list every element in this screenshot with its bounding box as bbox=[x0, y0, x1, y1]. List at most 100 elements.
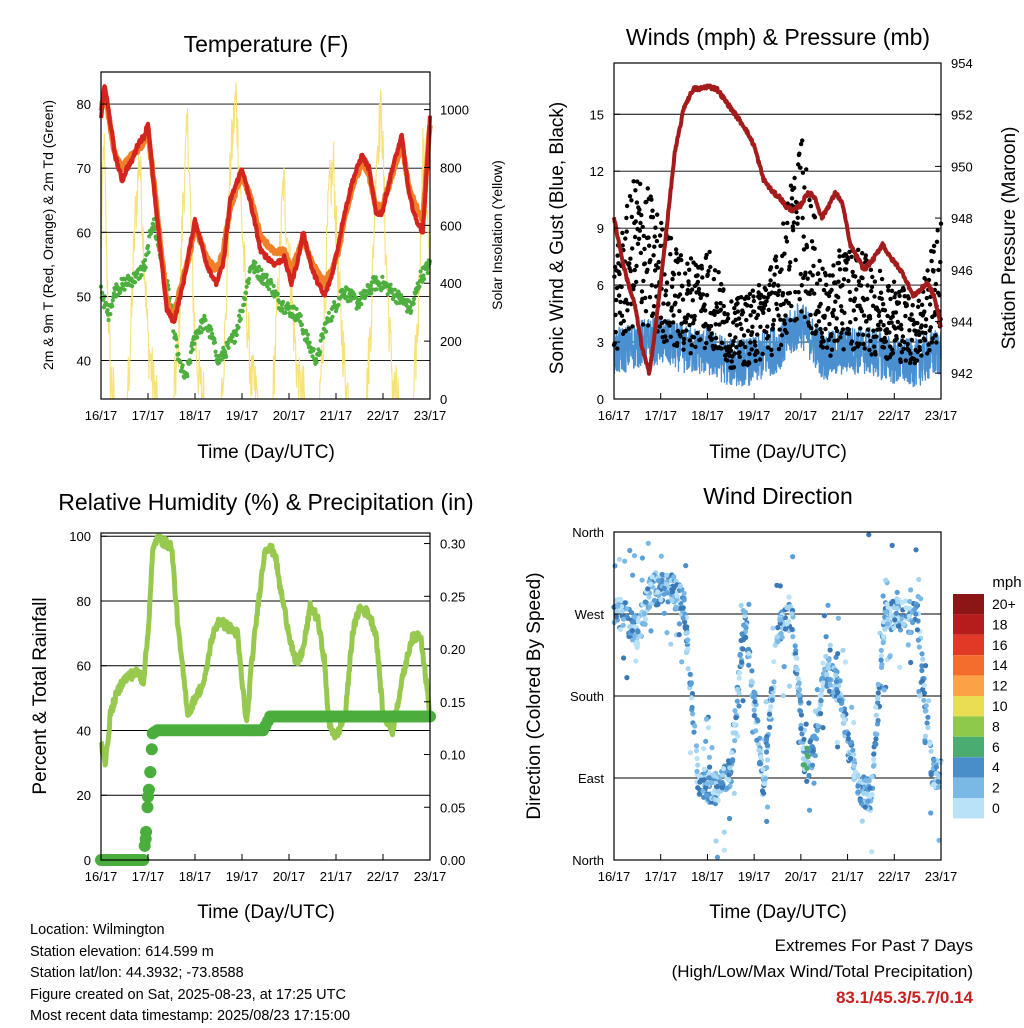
gust-point bbox=[736, 316, 742, 321]
legend-label: 18 bbox=[992, 616, 1008, 632]
wind-direction-point bbox=[612, 563, 618, 569]
gust-point bbox=[908, 351, 913, 356]
y-tick-label: 6 bbox=[597, 278, 604, 293]
gust-point bbox=[784, 239, 790, 244]
wind-direction-point bbox=[661, 610, 667, 616]
wind-direction-point bbox=[658, 553, 664, 559]
gust-point bbox=[802, 314, 807, 320]
dewpoint-point bbox=[229, 338, 234, 343]
wind-direction-point bbox=[794, 667, 800, 673]
wind-direction-point bbox=[664, 572, 670, 578]
wind-direction-point bbox=[685, 666, 691, 672]
dewpoint-point bbox=[188, 360, 193, 365]
gust-point bbox=[791, 220, 797, 225]
legend-label: 0 bbox=[992, 800, 1000, 816]
wind-direction-point bbox=[800, 762, 806, 768]
wind-direction-point bbox=[885, 621, 891, 627]
gust-point bbox=[618, 321, 624, 326]
gust-point bbox=[686, 282, 691, 287]
gust-point bbox=[781, 318, 787, 323]
wind-direction-point bbox=[775, 638, 781, 644]
dewpoint-point bbox=[108, 312, 113, 317]
wind-direction-point bbox=[726, 777, 732, 783]
gust-point bbox=[846, 331, 852, 336]
gust-point bbox=[922, 309, 927, 314]
dewpoint-point bbox=[111, 291, 116, 296]
wind-direction-point bbox=[906, 613, 912, 619]
wind-direction-point bbox=[875, 695, 881, 702]
speed-legend-title: mph bbox=[992, 574, 1021, 591]
precipitation-point bbox=[142, 783, 155, 796]
wind-direction-point bbox=[834, 739, 841, 745]
y-tick-label: 15 bbox=[590, 107, 604, 122]
gust-point bbox=[747, 351, 752, 357]
gust-point bbox=[865, 296, 870, 302]
gust-point bbox=[702, 345, 707, 351]
wind-direction-point bbox=[713, 838, 719, 844]
wind-direction-point bbox=[768, 686, 775, 692]
wind-direction-point bbox=[720, 766, 727, 772]
wind-direction-point bbox=[926, 698, 932, 704]
wind-direction-point bbox=[931, 757, 937, 763]
gust-point bbox=[934, 239, 940, 244]
humidity-x-label: Time (Day/UTC) bbox=[197, 902, 335, 923]
wind-direction-point bbox=[817, 693, 823, 699]
gust-point bbox=[818, 326, 823, 332]
gust-point bbox=[695, 330, 700, 336]
wind-direction-point bbox=[797, 698, 803, 704]
gust-point bbox=[801, 234, 806, 239]
x-tick-label: 19/17 bbox=[738, 869, 771, 884]
temperature-y2-label: Solar Insolation (Yellow) bbox=[489, 160, 505, 310]
wind-direction-point bbox=[721, 847, 727, 853]
winds-frame bbox=[613, 62, 942, 400]
wind-direction-point bbox=[637, 633, 643, 639]
wind-direction-point bbox=[869, 791, 875, 798]
wind-direction-point bbox=[835, 689, 841, 695]
gust-point bbox=[824, 282, 829, 287]
gust-point bbox=[680, 329, 685, 334]
dewpoint-point bbox=[238, 316, 243, 322]
gust-point bbox=[743, 344, 748, 350]
legend-label: 8 bbox=[992, 718, 1000, 734]
y-tick-label: 60 bbox=[77, 659, 91, 674]
wind-direction-point bbox=[916, 644, 922, 650]
dewpoint-point bbox=[291, 304, 296, 309]
gust-point bbox=[800, 215, 805, 221]
gust-point bbox=[886, 288, 891, 293]
wind-direction-point bbox=[865, 798, 871, 804]
x-tick-label: 22/17 bbox=[878, 869, 911, 884]
wind-direction-point bbox=[767, 724, 773, 730]
wind-direction-point bbox=[661, 585, 668, 592]
wind-direction-point bbox=[870, 763, 877, 769]
temperature-y-label: 2m & 9m T (Red, Orange) & 2m Td (Green) bbox=[40, 100, 56, 370]
gust-point bbox=[812, 215, 818, 220]
dewpoint-point bbox=[110, 298, 115, 303]
gust-point bbox=[830, 273, 835, 278]
gust-point bbox=[699, 266, 705, 271]
gust-point bbox=[769, 352, 774, 358]
gust-point bbox=[632, 234, 638, 240]
gust-point bbox=[654, 238, 660, 244]
x-tick-label: 19/17 bbox=[738, 408, 771, 423]
gust-point bbox=[740, 341, 745, 346]
gust-point bbox=[935, 228, 940, 233]
wind-direction-point bbox=[914, 627, 921, 633]
gust-point bbox=[680, 297, 686, 302]
wind-direction-point bbox=[881, 687, 887, 693]
gust-point bbox=[643, 295, 648, 301]
wind-direction-point bbox=[620, 616, 627, 622]
gust-point bbox=[866, 333, 871, 338]
legend-label: 20+ bbox=[992, 596, 1016, 612]
wind-direction-point bbox=[665, 599, 671, 605]
wind-direction-point bbox=[919, 667, 925, 674]
wind-direction-point bbox=[732, 708, 738, 714]
wind-direction-point bbox=[721, 829, 727, 835]
legend-label: 12 bbox=[992, 678, 1008, 694]
wind-direction-point bbox=[629, 637, 636, 643]
dewpoint-point bbox=[269, 280, 274, 285]
gust-point bbox=[816, 309, 821, 315]
temperature-frame bbox=[100, 71, 431, 400]
gust-point bbox=[641, 278, 646, 284]
gust-point bbox=[627, 261, 632, 266]
wind-direction-point bbox=[684, 630, 690, 636]
